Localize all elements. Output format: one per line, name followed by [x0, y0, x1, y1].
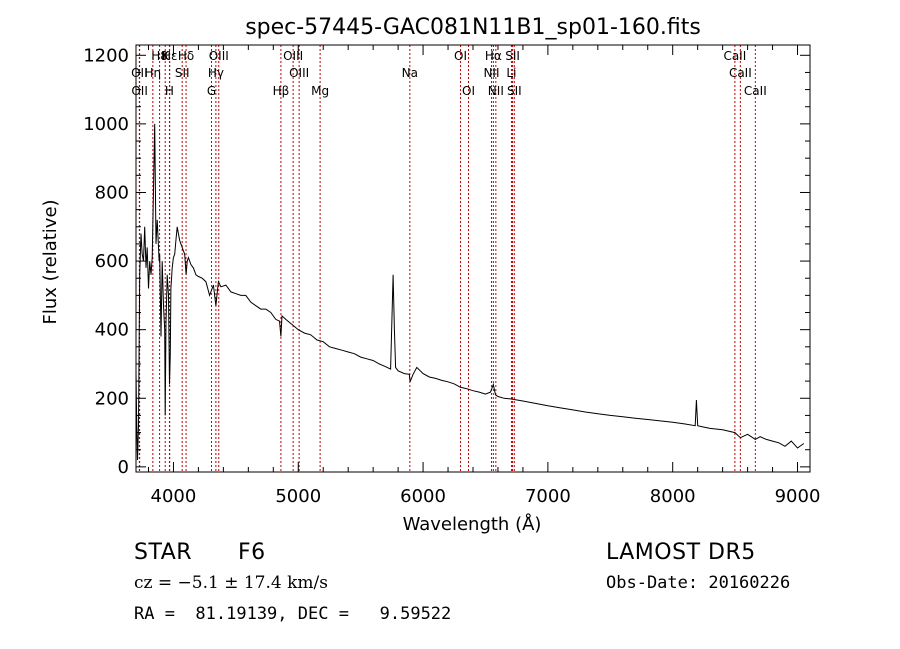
- spectrum-line: [135, 123, 805, 461]
- line-marker-label: Na: [402, 66, 418, 80]
- line-marker-label: Li: [506, 66, 516, 80]
- line-marker-label: NII: [483, 66, 499, 80]
- x-tick-label: 8000: [650, 486, 696, 507]
- line-marker-label: OIII: [283, 49, 303, 63]
- line-marker-label: OII: [131, 66, 148, 80]
- plot-frame: [135, 44, 811, 473]
- line-marker-label: CaII: [729, 66, 752, 80]
- y-tick-label: 1200: [83, 45, 129, 66]
- line-marker-label: G: [207, 84, 216, 98]
- line-marker-label: Hα: [485, 49, 502, 63]
- line-marker-label: SII: [505, 49, 520, 63]
- line-marker-label: OIII: [209, 49, 229, 63]
- y-axis-label: Flux (relative): [40, 199, 61, 324]
- line-marker-label: K: [161, 49, 170, 63]
- class-label: STAR: [134, 540, 193, 565]
- line-marker-label: OI: [454, 49, 467, 63]
- line-marker-label: Mg: [311, 84, 329, 98]
- line-marker-label: CaII: [723, 49, 746, 63]
- x-tick-label: 9000: [775, 486, 821, 507]
- redshift-text: cz = −5.1 ± 17.4 km/s: [134, 573, 328, 593]
- subclass-label: F6: [238, 540, 266, 565]
- x-axis-label: Wavelength (Å): [403, 513, 542, 535]
- line-marker-label: CaII: [744, 84, 767, 98]
- line-marker-label: SII: [175, 66, 190, 80]
- line-marker-label: Hγ: [208, 66, 224, 80]
- y-tick-label: 0: [118, 457, 129, 478]
- coordinates-text: RA = 81.19139, DEC = 9.59522: [134, 604, 452, 624]
- y-tick-label: 200: [95, 388, 129, 409]
- line-marker-label: NII: [488, 84, 504, 98]
- chart-title: spec-57445-GAC081N11B1_sp01-160.fits: [245, 15, 701, 40]
- line-marker-label: Hη: [145, 66, 162, 80]
- x-axis-ticks: 4000 5000 6000 7000 8000 9000: [147, 45, 821, 507]
- survey-label: LAMOST DR5: [606, 540, 756, 565]
- line-marker-label: SII: [507, 84, 522, 98]
- line-marker-label: Hδ: [178, 49, 194, 63]
- line-markers: [138, 45, 756, 472]
- x-tick-label: 7000: [525, 486, 571, 507]
- x-tick-label: 4000: [151, 486, 197, 507]
- line-marker-label: Hβ: [273, 84, 290, 98]
- line-marker-label: OIII: [289, 66, 309, 80]
- x-tick-label: 5000: [275, 486, 321, 507]
- y-axis-ticks: 0 200 400 600 800 1000 1200: [83, 45, 810, 478]
- y-tick-label: 1000: [83, 114, 129, 135]
- line-marker-label: H: [165, 84, 174, 98]
- line-marker-label: OI: [462, 84, 475, 98]
- y-tick-label: 400: [95, 320, 129, 341]
- y-tick-label: 600: [95, 251, 129, 272]
- obs-date-text: Obs-Date: 20160226: [606, 573, 791, 593]
- line-marker-label: OII: [131, 84, 148, 98]
- x-tick-label: 6000: [400, 486, 446, 507]
- y-tick-label: 800: [95, 182, 129, 203]
- line-marker-label: H8: [151, 49, 168, 63]
